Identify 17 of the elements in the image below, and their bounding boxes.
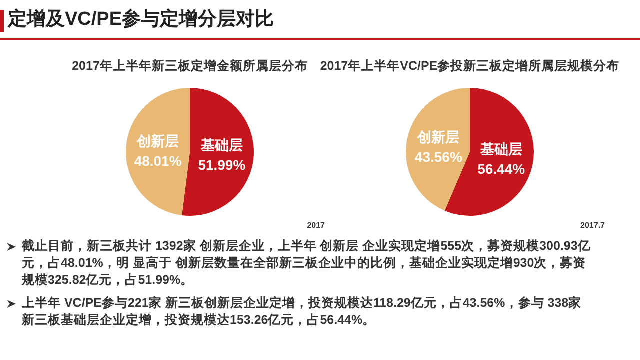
slice-label: 基础层 bbox=[479, 140, 522, 157]
pie-slice bbox=[182, 88, 254, 216]
text: 上半年 VC/PE参与221家 新三板创新层企业定增，投资规模达118.29亿元，占43.56%，参与 338家新三板基础层企业定增，投资规模达153.26亿元，占56.44%。 bbox=[22, 295, 583, 329]
chart-title: 2017年上半年VC/PE参投新三板定增所属层规模分布 bbox=[320, 58, 620, 73]
chart-title: 2017年上半年新三板定增金额所属层分布 bbox=[72, 58, 308, 73]
data-label: 43.56% bbox=[414, 149, 463, 166]
slice-label: 基础层 bbox=[200, 136, 243, 153]
data-label: 56.44% bbox=[478, 160, 526, 177]
slice-label: 创新层 bbox=[416, 129, 460, 146]
text: 2017 bbox=[307, 221, 326, 230]
text: 定增及VC/PE参与定增分层对比 bbox=[8, 8, 274, 32]
pie-slice bbox=[126, 88, 190, 216]
text: 2017.7 bbox=[580, 221, 606, 230]
data-label: 48.01% bbox=[134, 153, 182, 170]
text: 截止目前，新三板共计 1392家 创新层企业，上半年 创新层 企业实现定增555次，募资规模300.93亿元，占48.01%，明 显高于 创新层数量在全部新三板企业中的比例，基础企业实现定增930次，募资规模325.82亿元，占51.99%。 bbox=[22, 238, 592, 289]
data-label: 51.99% bbox=[198, 156, 246, 173]
slice-label: 创新层 bbox=[136, 133, 180, 150]
